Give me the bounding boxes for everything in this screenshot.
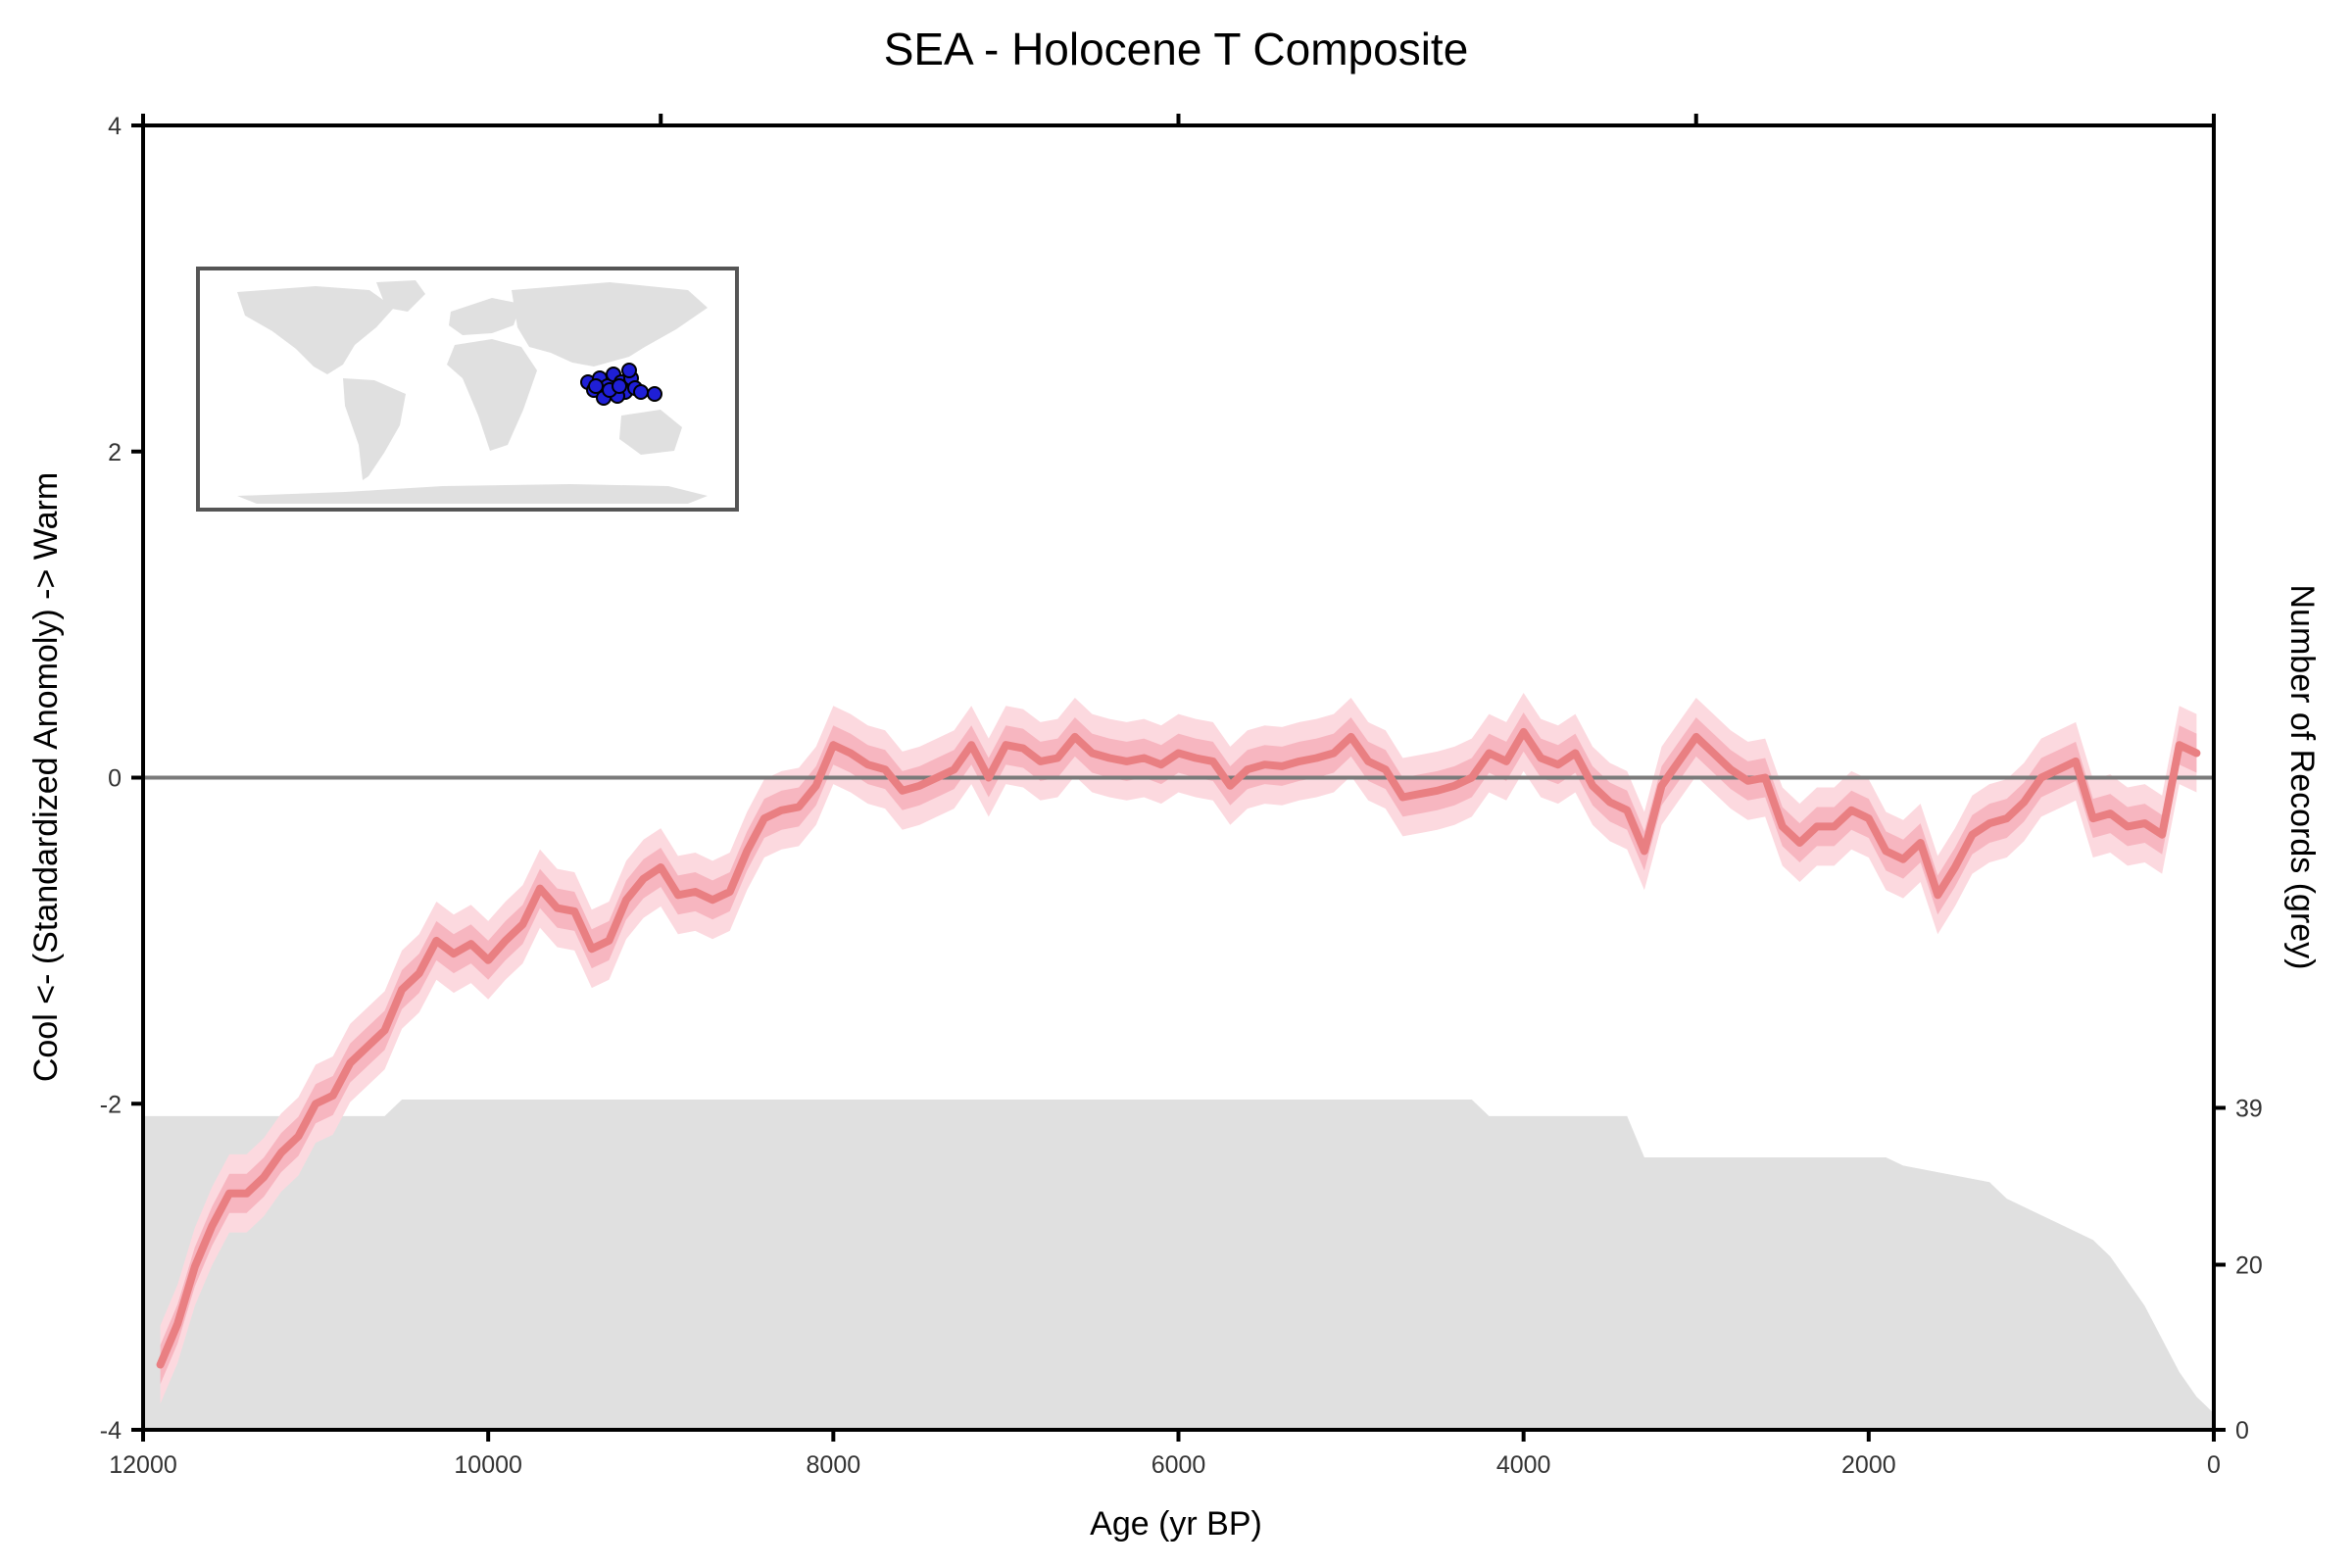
y-tick-label: 0 <box>108 765 122 793</box>
x-axis-ticks: 12000 10000 8000 6000 4000 2000 0 <box>109 114 2221 1479</box>
y2-tick-label: 20 <box>2235 1252 2263 1280</box>
inset-map <box>196 267 739 512</box>
y2-axis-title: Number of Records (grey) <box>2283 584 2321 969</box>
y-tick-label: 4 <box>108 113 122 140</box>
australia-shape <box>619 410 682 455</box>
x-tick-label: 4000 <box>1496 1451 1551 1479</box>
x-axis-title: Age (yr BP) <box>1090 1505 1262 1543</box>
x-tick-label: 12000 <box>109 1451 177 1479</box>
y2-axis-ticks: 0 20 39 <box>2214 1095 2263 1445</box>
site-marker <box>612 378 627 394</box>
site-marker <box>621 363 637 378</box>
y-tick-label: -2 <box>100 1091 122 1118</box>
x-tick-label: 8000 <box>807 1451 861 1479</box>
north-america-shape <box>237 286 394 374</box>
x-tick-label: 10000 <box>454 1451 522 1479</box>
land-masses <box>237 280 708 504</box>
site-markers <box>580 363 662 406</box>
y-tick-label: 2 <box>108 439 122 466</box>
x-tick-label: 6000 <box>1152 1451 1206 1479</box>
africa-shape <box>447 339 537 451</box>
y2-tick-label: 0 <box>2235 1417 2249 1445</box>
composite-line-layer <box>156 727 2201 1369</box>
site-marker <box>633 384 649 400</box>
y-tick-label: -4 <box>100 1417 122 1445</box>
site-marker <box>588 378 604 394</box>
site-marker <box>647 386 662 402</box>
records-area <box>143 1100 2214 1430</box>
x-tick-label: 2000 <box>1841 1451 1896 1479</box>
south-america-shape <box>343 378 406 480</box>
y-axis-title: Cool <- (Standardized Anomoly) -> Warm <box>27 472 65 1082</box>
records-area-layer <box>143 1100 2214 1430</box>
antarctica-shape <box>237 484 708 504</box>
europe-shape <box>449 298 521 335</box>
greenland-shape <box>376 280 425 312</box>
y-axis-ticks: -4 -2 0 2 4 <box>100 113 143 1445</box>
composite-series-line <box>156 727 2201 1369</box>
x-tick-label: 0 <box>2207 1451 2221 1479</box>
chart-title: SEA - Holocene T Composite <box>884 24 1469 74</box>
asia-shape <box>512 282 708 367</box>
y2-tick-label: 39 <box>2235 1095 2263 1122</box>
